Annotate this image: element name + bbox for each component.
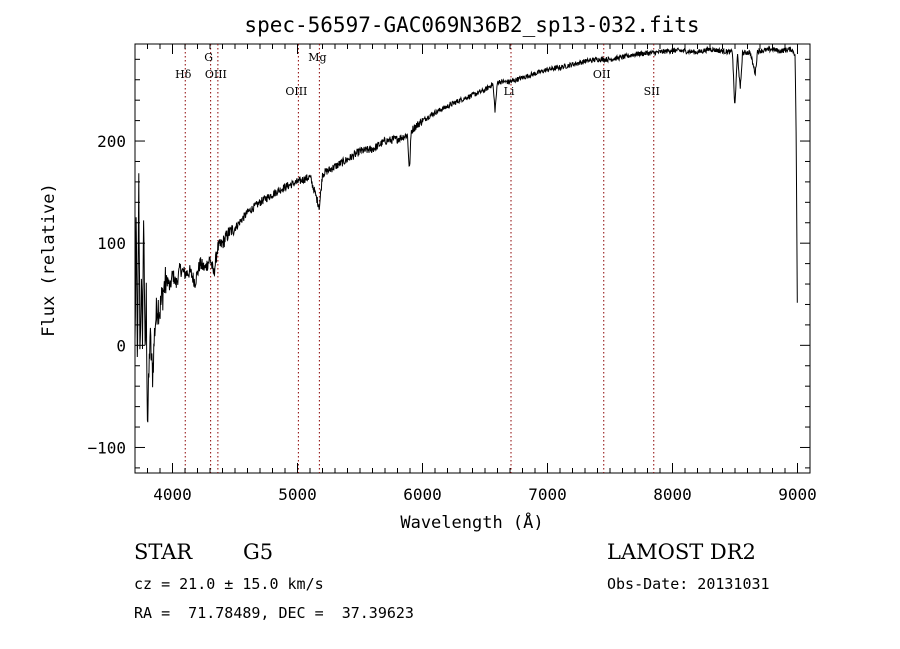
y-tick-label: 100 xyxy=(97,234,126,253)
coordinates: RA = 71.78489, DEC = 37.39623 xyxy=(134,604,414,622)
spectral-line-label: OII xyxy=(593,68,611,81)
y-tick-label: 0 xyxy=(116,336,126,355)
spectral-line-label: Mg xyxy=(308,51,326,64)
spectrum-line xyxy=(134,45,798,423)
x-tick-label: 7000 xyxy=(528,485,567,504)
y-tick-label: 200 xyxy=(97,132,126,151)
y-axis-label: Flux (relative) xyxy=(39,183,59,337)
x-tick-label: 9000 xyxy=(778,485,817,504)
x-tick-label: 5000 xyxy=(278,485,317,504)
obs-date: Obs-Date: 20131031 xyxy=(607,575,770,593)
spectral-line-label: G xyxy=(204,51,213,64)
survey-label: LAMOST DR2 xyxy=(607,540,756,564)
plot-frame xyxy=(134,43,811,474)
spectral-line-label: Li xyxy=(504,85,515,98)
x-tick-label: 8000 xyxy=(653,485,692,504)
object-type: STAR xyxy=(134,540,193,564)
x-axis-label: Wavelength (Å) xyxy=(400,511,543,533)
spectral-line-label: SII xyxy=(644,85,660,98)
spectral-line-label: OIII xyxy=(285,85,307,98)
y-tick-label: −100 xyxy=(87,438,126,457)
x-tick-label: 6000 xyxy=(403,485,442,504)
spectral-line-label: Hδ xyxy=(175,68,192,81)
spectral-class: G5 xyxy=(243,540,274,564)
cz-value: cz = 21.0 ± 15.0 km/s xyxy=(134,575,324,593)
spectral-line-label: OIII xyxy=(205,68,227,81)
chart-title: spec-56597-GAC069N36B2_sp13-032.fits xyxy=(244,13,699,37)
x-tick-label: 4000 xyxy=(153,485,192,504)
